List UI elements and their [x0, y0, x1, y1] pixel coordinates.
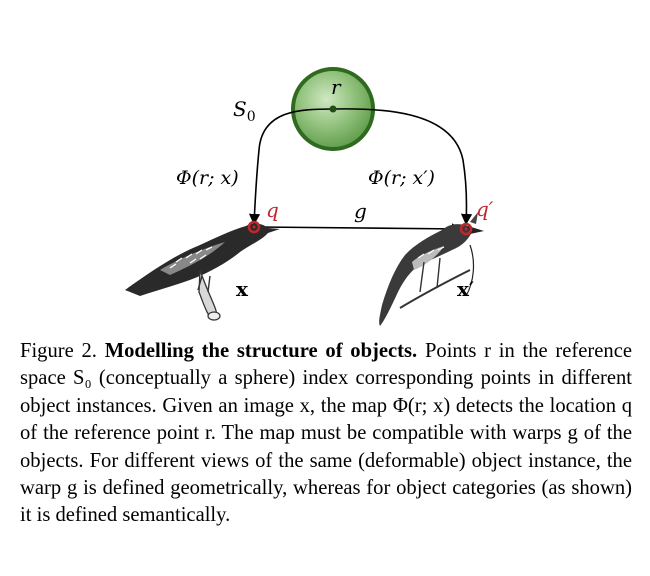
label-phi-x: Φ(r; x): [176, 167, 239, 189]
label-x-prime: x′: [457, 277, 474, 301]
warp-arrow-g: [257, 223, 464, 235]
label-g: g: [354, 199, 367, 223]
label-q: q: [266, 198, 279, 222]
label-phi-x-prime: Φ(r; x′): [368, 167, 435, 189]
point-q-prime-marker: [459, 222, 473, 236]
label-s0: S0: [233, 97, 256, 125]
point-q-center: [252, 225, 256, 229]
caption-label: Figure 2.: [20, 340, 97, 362]
bird-x-prime-illustration: [379, 212, 484, 326]
label-x: x: [236, 277, 249, 301]
map-arrow-phi-x-prime: [332, 108, 473, 226]
point-q-marker: [247, 220, 261, 234]
figure-caption: Figure 2. Modelling the structure of obj…: [20, 338, 632, 530]
bird-x-illustration: [125, 223, 280, 321]
label-q-prime: q′: [476, 197, 494, 221]
map-arrow-phi-x: [248, 108, 334, 226]
label-r: r: [331, 75, 342, 99]
caption-body: Points r in the reference space S₀ (conc…: [20, 340, 632, 527]
caption-title: Modelling the structure of objects.: [104, 340, 418, 362]
point-q-prime-center: [464, 227, 468, 231]
label-s0-subscript: 0: [247, 109, 256, 125]
figure-diagram: r S0 Φ(r; x) Φ(r; x′) q q′ g x x′: [125, 67, 494, 326]
reference-point-r: [329, 105, 337, 113]
